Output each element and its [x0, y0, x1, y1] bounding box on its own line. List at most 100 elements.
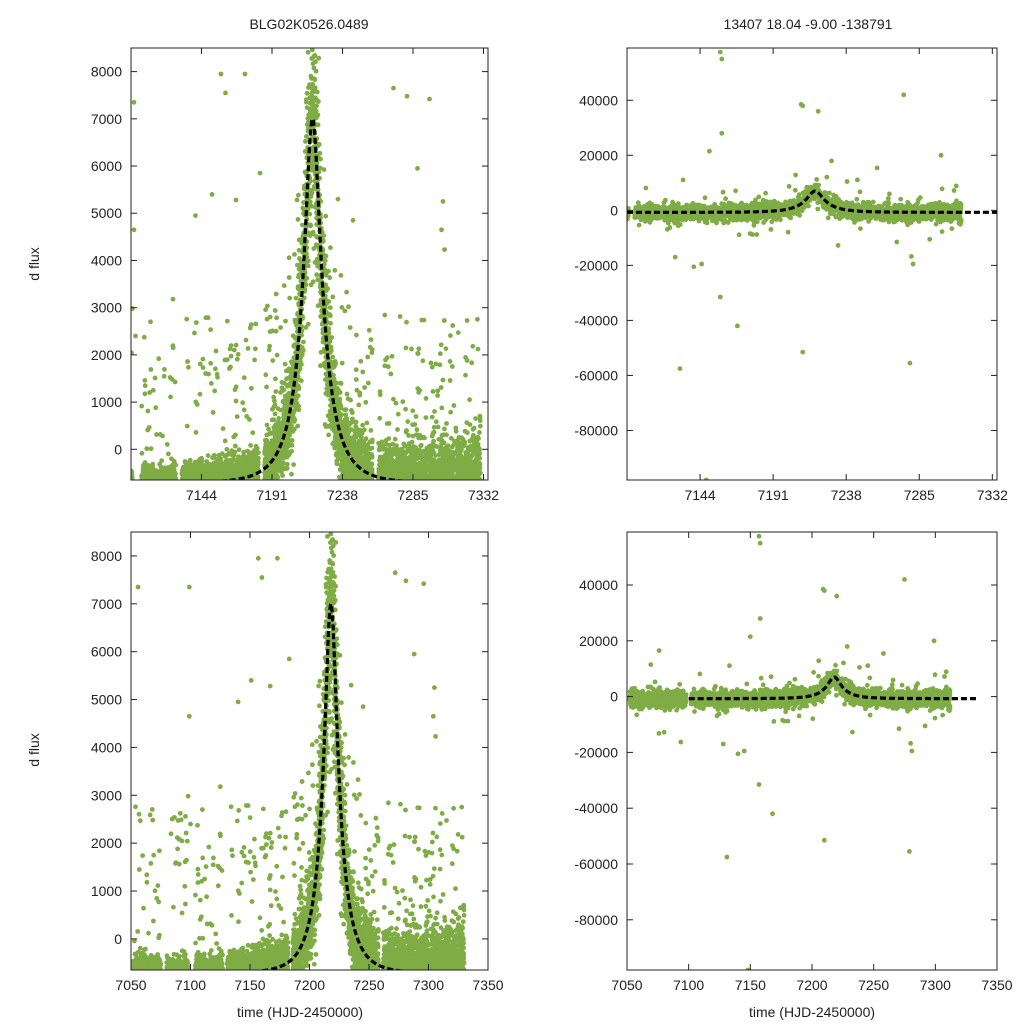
- data-point: [364, 436, 369, 441]
- data-point: [360, 423, 365, 428]
- data-point: [204, 459, 209, 464]
- data-point: [312, 184, 317, 189]
- data-point: [139, 404, 144, 409]
- data-point: [360, 370, 365, 375]
- data-point: [307, 106, 312, 111]
- data-point: [356, 454, 361, 459]
- data-point: [185, 424, 190, 429]
- data-point: [369, 337, 374, 342]
- data-point: [291, 462, 296, 467]
- data-point: [153, 473, 158, 478]
- data-point: [142, 335, 147, 340]
- data-point: [465, 318, 470, 323]
- data-point: [311, 230, 316, 235]
- data-point: [235, 414, 240, 419]
- data-point: [336, 438, 341, 443]
- data-point: [332, 268, 337, 273]
- data-point: [310, 86, 315, 91]
- data-point: [254, 465, 259, 470]
- data-point: [150, 464, 155, 469]
- data-point: [362, 385, 367, 390]
- data-point: [235, 357, 240, 362]
- data-point: [340, 361, 345, 366]
- data-point: [287, 275, 292, 280]
- data-point: [297, 267, 302, 272]
- data-point: [264, 385, 269, 390]
- data-point: [234, 384, 239, 389]
- data-point: [228, 365, 233, 370]
- data-point: [332, 377, 337, 382]
- data-point: [154, 432, 159, 437]
- data-point: [185, 359, 190, 364]
- data-point: [295, 424, 300, 429]
- data-point: [350, 417, 355, 422]
- data-point: [263, 457, 268, 462]
- data-point: [224, 447, 229, 452]
- data-point: [330, 295, 335, 300]
- data-point: [346, 470, 351, 475]
- data-point: [293, 335, 298, 340]
- data-point: [328, 409, 333, 414]
- data-point: [328, 245, 333, 250]
- data-point: [309, 94, 314, 99]
- data-point: [377, 416, 382, 421]
- data-point: [278, 325, 283, 330]
- data-point: [254, 457, 259, 462]
- data-point: [171, 343, 176, 348]
- data-point: [263, 448, 268, 453]
- data-point: [354, 333, 359, 338]
- data-point: [339, 403, 344, 408]
- data-point: [290, 443, 295, 448]
- data-point: [249, 386, 254, 391]
- data-point: [225, 357, 230, 362]
- data-point: [329, 348, 334, 353]
- data-point: [252, 358, 257, 363]
- data-point: [242, 408, 247, 413]
- data-point: [248, 443, 253, 448]
- data-point: [323, 377, 328, 382]
- data-point: [338, 467, 343, 472]
- data-point: [314, 69, 319, 74]
- data-point: [370, 467, 375, 472]
- data-point: [468, 422, 473, 427]
- data-point: [299, 347, 304, 352]
- data-point: [233, 470, 238, 475]
- data-point: [172, 470, 177, 475]
- data-point: [294, 296, 299, 301]
- data-point: [350, 410, 355, 415]
- data-point: [226, 467, 231, 472]
- data-point: [209, 381, 214, 386]
- data-point: [310, 82, 315, 87]
- data-point: [267, 432, 272, 437]
- data-point: [292, 342, 297, 347]
- data-point: [220, 451, 225, 456]
- data-point: [276, 431, 281, 436]
- figure-title-right: 13407 18.04 -9.00 -138791: [724, 16, 893, 32]
- data-point: [318, 363, 323, 368]
- data-point: [151, 388, 156, 393]
- data-point: [273, 389, 278, 394]
- data-point: [145, 428, 150, 433]
- data-point: [394, 401, 399, 406]
- data-point: [344, 290, 349, 295]
- data-point: [198, 392, 203, 397]
- data-point: [278, 408, 283, 413]
- data-point: [149, 367, 154, 372]
- data-point: [153, 376, 158, 381]
- data-point: [344, 407, 349, 412]
- data-point: [165, 469, 170, 474]
- data-point: [160, 434, 165, 439]
- data-point: [267, 344, 272, 349]
- data-point: [170, 377, 175, 382]
- data-point: [323, 422, 328, 427]
- data-point: [315, 264, 320, 269]
- data-point: [265, 317, 270, 322]
- data-point: [276, 420, 281, 425]
- data-point: [296, 217, 301, 222]
- data-point: [162, 367, 167, 372]
- data-point: [332, 442, 337, 447]
- data-point: [351, 444, 356, 449]
- data-point: [275, 353, 280, 358]
- data-point: [343, 460, 348, 465]
